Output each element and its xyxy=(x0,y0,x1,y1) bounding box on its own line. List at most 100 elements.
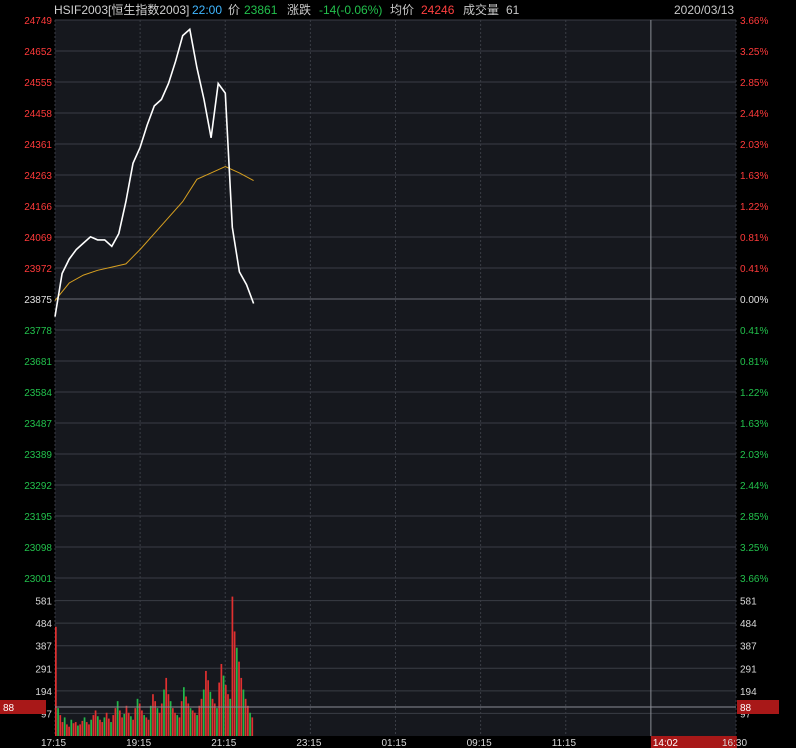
volume-bar xyxy=(220,663,223,736)
pct-tick-label: 1.22% xyxy=(740,202,768,213)
volume-bar xyxy=(191,710,194,736)
volume-bar xyxy=(68,726,70,736)
volume-tick-label-right: 291 xyxy=(740,664,757,675)
volume-bar xyxy=(202,689,205,736)
volume-bar xyxy=(213,703,216,736)
volume-bar xyxy=(171,708,174,736)
pct-tick-label: 1.63% xyxy=(740,419,768,430)
x-tick-label: 17:15 xyxy=(41,738,66,748)
volume-bar xyxy=(205,670,207,736)
pct-tick-label: 2.03% xyxy=(740,450,768,461)
volume-bar xyxy=(169,701,172,736)
volume-tick-label-right: 194 xyxy=(740,687,757,698)
volume-bar xyxy=(121,717,123,736)
volume-bar xyxy=(185,696,187,736)
volume-bar xyxy=(83,717,86,736)
price-tick-label: 23292 xyxy=(24,481,52,492)
pct-tick-label: 3.25% xyxy=(740,543,768,554)
volume-bar xyxy=(63,717,66,736)
volume-bar xyxy=(105,712,108,736)
quote-header: HSIF2003[恒生指数2003] 22:00 价 23861 涨跌 -14(… xyxy=(0,0,796,20)
pct-tick-label: 1.22% xyxy=(740,388,768,399)
volume-bar xyxy=(99,719,101,736)
volume-bar xyxy=(119,710,121,736)
volume-bar xyxy=(224,684,227,736)
pct-tick-label: 0.41% xyxy=(740,264,768,275)
volume-bar xyxy=(74,722,77,736)
volume-bar xyxy=(218,682,221,736)
price-line xyxy=(54,27,255,317)
change-label: 涨跌 xyxy=(287,3,312,17)
volume-bar xyxy=(57,708,59,736)
volume-tick-label-right: 484 xyxy=(740,619,757,630)
volume-bar xyxy=(110,722,112,736)
price-tick-label: 24652 xyxy=(24,47,52,58)
price-label: 价 xyxy=(228,3,241,17)
pct-tick-label: 2.03% xyxy=(740,140,768,151)
cursor-value-tag-left xyxy=(0,700,46,714)
volume-bar xyxy=(183,687,185,736)
volume-bar xyxy=(92,715,95,736)
volume-tick-label: 484 xyxy=(35,619,52,630)
volume-bar xyxy=(200,698,203,736)
change-value: -14(-0.06%) xyxy=(319,3,383,17)
volume-tick-label: 387 xyxy=(35,642,52,653)
volume-value: 61 xyxy=(506,3,520,17)
volume-bar xyxy=(167,694,170,736)
x-tick-label: 14:02 xyxy=(653,738,678,748)
volume-bar xyxy=(158,712,161,736)
cursor-value-tag-right xyxy=(737,700,779,714)
price-tick-label: 24555 xyxy=(24,78,52,89)
volume-bar xyxy=(152,694,154,736)
volume-bar xyxy=(81,720,84,736)
price-tick-label: 24069 xyxy=(24,233,52,244)
symbol-label: HSIF2003[恒生指数2003] xyxy=(54,3,190,17)
volume-bar xyxy=(94,710,97,736)
volume-bar xyxy=(242,689,245,736)
volume-bar xyxy=(211,698,214,736)
price-tick-label: 24458 xyxy=(24,109,52,120)
volume-bar xyxy=(61,722,64,736)
price-tick-label: 23875 xyxy=(24,295,52,306)
volume-bar xyxy=(180,701,183,736)
volume-bar xyxy=(238,661,240,736)
price-value: 23861 xyxy=(244,3,278,17)
price-tick-label: 23681 xyxy=(24,357,52,368)
volume-label: 成交量 xyxy=(463,3,500,17)
volume-bar xyxy=(216,708,218,736)
volume-bar xyxy=(70,719,73,736)
volume-bar xyxy=(59,715,62,736)
volume-bar xyxy=(244,698,247,736)
x-tick-label: 16:30 xyxy=(722,738,747,748)
pct-tick-label: 2.44% xyxy=(740,481,768,492)
volume-bar xyxy=(251,717,254,736)
price-tick-label: 24361 xyxy=(24,140,52,151)
volume-bar xyxy=(66,724,68,736)
price-tick-label: 23778 xyxy=(24,326,52,337)
volume-bar xyxy=(163,689,165,736)
x-tick-label: 21:15 xyxy=(211,738,236,748)
pct-tick-label: 0.81% xyxy=(740,357,768,368)
price-tick-label: 23389 xyxy=(24,450,52,461)
time-cursor-tag xyxy=(650,736,737,748)
price-tick-label: 23584 xyxy=(24,388,52,399)
price-tick-label: 23098 xyxy=(24,543,52,554)
pct-tick-label: 2.44% xyxy=(740,109,768,120)
volume-bar xyxy=(154,701,157,736)
volume-bar xyxy=(116,701,119,736)
volume-bar xyxy=(132,719,134,736)
volume-bar xyxy=(55,626,57,736)
x-tick-label: 19:15 xyxy=(126,738,151,748)
price-tick-label: 23972 xyxy=(24,264,52,275)
volume-bar xyxy=(176,715,179,736)
volume-bar xyxy=(174,712,176,736)
pct-tick-label: 3.66% xyxy=(740,16,768,27)
pct-tick-label: 0.41% xyxy=(740,326,768,337)
avg-label: 均价 xyxy=(390,3,415,17)
price-tick-label: 23487 xyxy=(24,419,52,430)
cursor-value-left: 88 xyxy=(3,703,15,714)
volume-bar xyxy=(147,719,150,736)
volume-tick-label-right: 581 xyxy=(740,597,757,608)
volume-bar xyxy=(249,712,251,736)
